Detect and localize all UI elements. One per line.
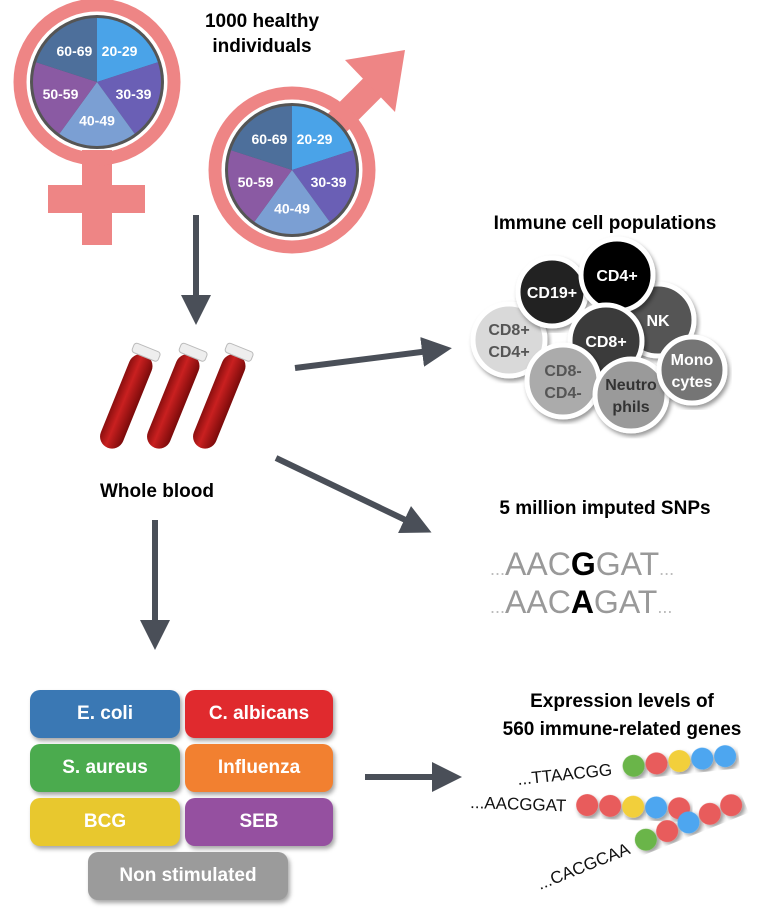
male-ring [208,86,376,254]
expression-bead [720,794,743,817]
expression-title-2: 560 immune-related genes [503,719,742,740]
gene-sequence: ...TTAACGG [516,760,613,789]
blood-tube [147,342,208,449]
expression-bead [677,811,700,834]
gene-row: ...TTAACGG [516,745,737,789]
expression-bead [698,802,721,825]
cell-cd19+: CD19+ [515,255,589,329]
snps-title: 5 million imputed SNPs [499,498,710,519]
pie-slice [231,106,292,170]
male-arrow-head [345,50,405,112]
stimulus-influenza[interactable]: Influenza [185,744,333,792]
pie-slice [36,18,97,82]
blood-tube [193,342,254,449]
whole-blood-label: Whole blood [100,481,214,502]
stimulus-non-stimulated[interactable]: Non stimulated [88,852,288,900]
cell-cd4+: CD4+ [578,236,656,314]
title-line-2: individuals [212,36,311,57]
gene-sequence: ...CACGCAA [534,839,633,894]
age-label: 60-69 [252,131,288,147]
cell-label: CD4+ [488,344,529,361]
cell-label: CD8- [544,363,581,380]
age-label: 30-39 [116,86,152,102]
cell-label: cytes [672,374,713,391]
pie-slice [32,62,97,134]
expression-bead [622,795,645,818]
age-label: 30-39 [311,174,347,190]
pie-slice [292,150,356,222]
cell-label: CD8+ [488,322,529,339]
age-label: 40-49 [79,112,115,128]
expression-bead [622,754,645,777]
arrow-to-cells [294,337,452,371]
cell-label: phils [612,399,649,416]
stimulus-bcg[interactable]: BCG [30,798,180,846]
age-label: 50-59 [43,86,79,102]
gene-expression: ...TTAACGG ...AACGGAT ...CACGCAA [470,745,743,894]
title-line-1: 1000 healthy [205,11,319,32]
pie-slice [97,62,162,134]
stimulus-c-albicans[interactable]: C. albicans [185,690,333,738]
age-label: 60-69 [57,43,93,59]
snp-sequence-1: ...AACGGAT... [490,546,674,582]
blood-tubes [100,342,254,449]
expression-bead [599,794,622,817]
stimulus-seb[interactable]: SEB [185,798,333,846]
expression-bead [634,828,657,851]
cell-label: CD19+ [527,285,577,302]
blood-tube [100,342,161,449]
female-cross-horizontal [48,185,145,213]
gene-sequence: ...AACGGAT [470,793,567,815]
pie-slice [228,150,292,222]
cell-label: Mono [671,352,714,369]
age-label: 20-29 [102,43,138,59]
arrow-to-snps [274,455,432,534]
cell-cd8--cd4-: CD8- CD4- [524,342,602,420]
pie-slice [292,106,353,170]
stimulus-s-aureus[interactable]: S. aureus [30,744,180,792]
cell-neutro-phils: Neutro phils [592,356,670,434]
expression-bead [668,750,691,773]
pie-slice [97,18,158,82]
cell-cd8+-cd4+: CD8+ CD4+ [470,301,548,379]
expression-bead [714,745,737,768]
gene-row: ...AACGGAT [470,793,691,820]
female-ring [13,0,181,166]
stimulus-e-coli[interactable]: E. coli [30,690,180,738]
pie-slice [254,170,330,235]
expression-bead [645,752,668,775]
expression-title-1: Expression levels of [530,691,714,712]
cell-label: CD4- [544,385,581,402]
expression-bead [576,794,599,817]
expression-bead [691,747,714,770]
cell-mono-cytes: Mono cytes [656,334,728,406]
cell-label: Neutro [605,377,657,394]
flow-arrows [140,215,462,792]
cell-label: CD8+ [585,334,626,351]
age-label: 20-29 [297,131,333,147]
age-label: 40-49 [274,200,310,216]
age-label: 50-59 [238,174,274,190]
expression-bead [645,796,668,819]
cells-title: Immune cell populations [494,213,717,234]
cell-label: NK [646,313,670,330]
snp-sequences: ...AACGGAT......AACAGAT... [490,546,674,620]
pie-slice [59,82,135,146]
expression-bead [656,820,679,843]
cell-label: CD4+ [596,268,637,285]
snp-sequence-2: ...AACAGAT... [490,584,672,620]
